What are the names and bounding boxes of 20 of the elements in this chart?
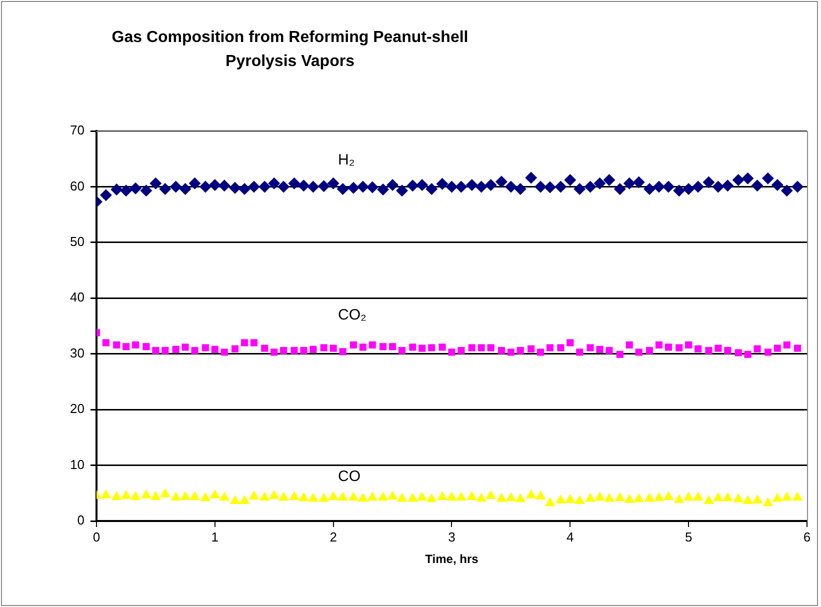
x-tick-label: 5 xyxy=(684,529,692,544)
series-label: CO₂ xyxy=(338,306,367,324)
y-tick-label: 50 xyxy=(70,234,84,250)
y-tick-label: 0 xyxy=(77,512,84,528)
y-tick-label: 10 xyxy=(70,456,84,472)
x-tick-label: 4 xyxy=(566,529,574,544)
y-tick-label: 40 xyxy=(70,290,84,305)
x-tick-label: 6 xyxy=(803,529,811,544)
series-label: H₂ xyxy=(338,151,355,168)
y-tick-label: 30 xyxy=(70,345,84,360)
x-tick-label: 0 xyxy=(92,529,100,544)
y-tick-label: 20 xyxy=(70,401,84,416)
y-tick-label: 60 xyxy=(70,178,84,194)
x-tick-label: 1 xyxy=(211,529,218,544)
chart-title: Gas Composition from Reforming Peanut-shell Pyrolysis Vapors xyxy=(110,28,470,72)
x-tick-label: 3 xyxy=(448,529,456,544)
y-tick-label: 70 xyxy=(70,122,84,138)
series-label: CO xyxy=(338,468,361,485)
x-axis-title: Time, hrs xyxy=(425,552,479,566)
x-tick-label: 2 xyxy=(330,529,337,544)
